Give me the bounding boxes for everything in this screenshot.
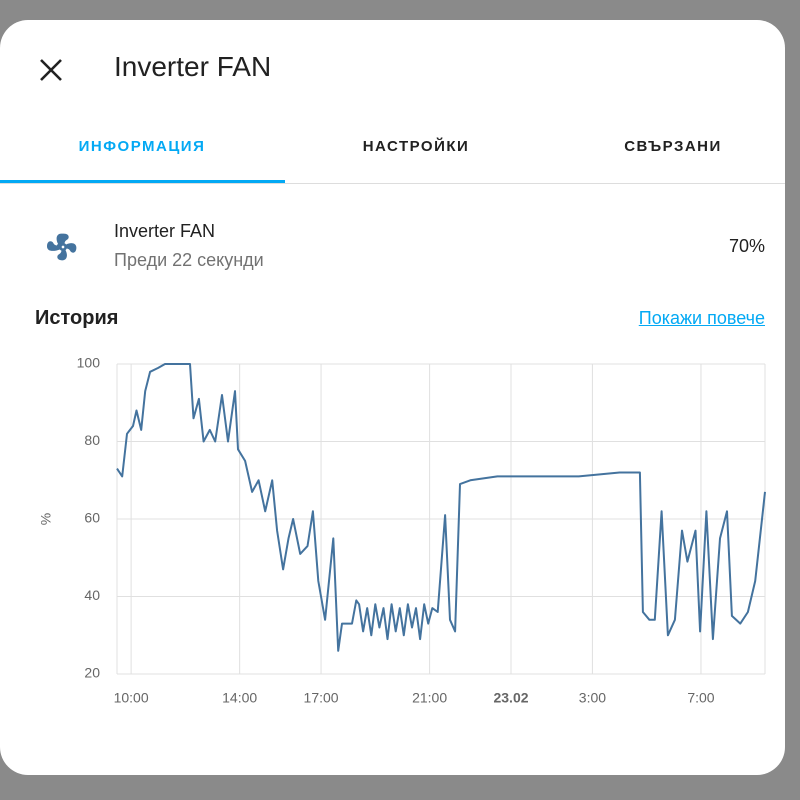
tab-indicator — [0, 180, 285, 183]
last-changed: Преди 22 секунди — [114, 250, 264, 270]
x-tick-label: 7:00 — [687, 690, 714, 706]
y-tick-label: 100 — [77, 355, 101, 371]
y-tick-label: 20 — [84, 665, 100, 681]
fan-icon — [47, 233, 77, 261]
y-tick-label: 80 — [84, 432, 100, 448]
show-more-link[interactable]: Покажи повече — [638, 308, 765, 328]
chart: % 20 40 60 80 100 10:00 14:00 17:00 21:00 23.02 3:… — [38, 355, 766, 706]
tab[interactable]: НАСТРОЙКИ — [362, 138, 470, 155]
x-tick-label: 10:00 — [114, 690, 149, 706]
x-tick-label: 14:00 — [222, 690, 257, 706]
entity-name: Inverter FAN — [114, 221, 216, 241]
y-tick-label: 60 — [84, 510, 100, 526]
x-tick-label: 17:00 — [304, 690, 339, 706]
x-tick-label: 21:00 — [412, 690, 447, 706]
close-button[interactable] — [38, 57, 64, 83]
divider — [0, 183, 785, 184]
x-tick-label: 23.02 — [493, 690, 528, 706]
x-tick-label: 3:00 — [579, 690, 606, 706]
y-axis-label: % — [38, 513, 54, 525]
tab[interactable]: ИНФОРМАЦИЯ — [78, 138, 206, 155]
dialog-title: Inverter FAN — [114, 51, 272, 82]
tab[interactable]: СВЪРЗАНИ — [624, 138, 722, 155]
data-line — [116, 363, 766, 652]
y-tick-label: 40 — [84, 587, 100, 603]
history-title: История — [35, 307, 119, 329]
dialog: Inverter FAN ИНФОРМАЦИЯ НАСТРОЙКИ СВЪРЗА… — [0, 20, 785, 775]
entity-state: 70% — [728, 236, 765, 256]
